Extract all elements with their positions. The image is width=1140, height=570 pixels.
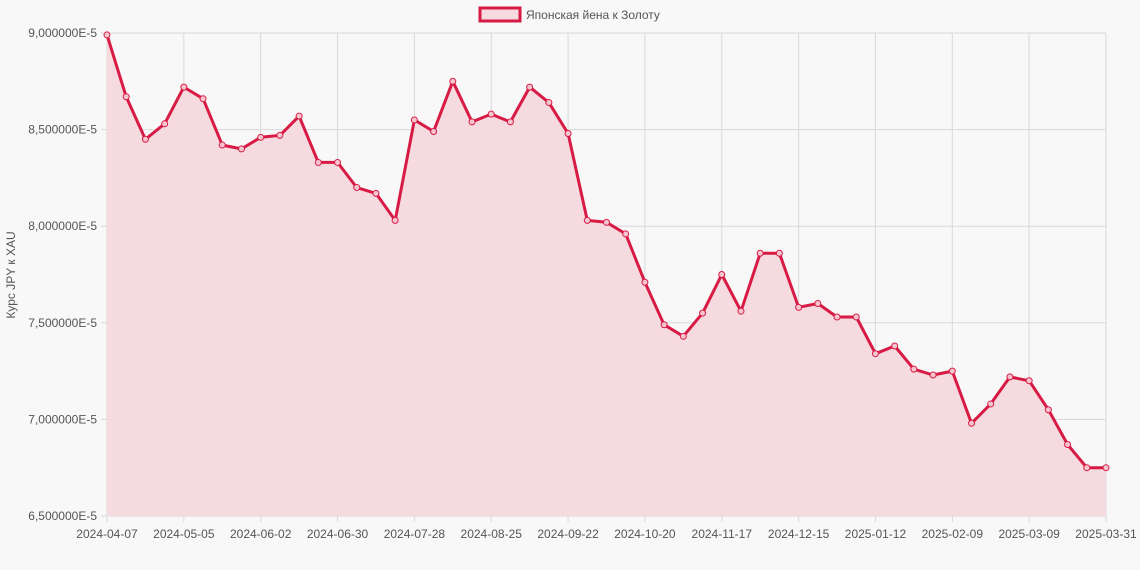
data-point [1083,464,1091,472]
data-point [122,93,130,101]
data-point [910,365,918,373]
data-point [871,350,879,358]
y-axis-ticks: 6,500000E-5 7,000000E-5 7,500000E-5 8,00000… [28,26,97,523]
x-tick-label: 2024-04-07 [76,527,138,541]
data-point [506,118,514,126]
data-point [103,31,111,39]
data-point [852,313,860,321]
x-tick-label: 2024-10-20 [614,527,676,541]
x-tick-label: 2024-05-05 [153,527,215,541]
data-point [449,77,457,85]
x-tick-label: 2024-12-15 [768,527,830,541]
data-point [1064,441,1072,449]
data-point [564,129,572,137]
data-point [180,83,188,91]
data-point [833,313,841,321]
x-tick-label: 2024-06-30 [307,527,369,541]
data-point [276,131,284,139]
data-point [430,128,438,136]
data-point [948,367,956,375]
data-point [775,249,783,257]
data-point [641,278,649,286]
data-point [699,309,707,317]
y-tick-label: 8,500000E-5 [28,123,97,137]
data-point [334,158,342,166]
data-point [1044,406,1052,414]
data-point [237,145,245,153]
data-point [583,216,591,224]
data-point [891,342,899,350]
data-point [603,218,610,226]
data-point [660,321,668,329]
x-tick-label: 2025-03-31 [1075,527,1137,541]
data-point [814,299,822,307]
data-point [391,216,399,224]
data-point [929,371,937,379]
x-tick-label: 2024-07-28 [384,527,446,541]
y-tick-label: 7,000000E-5 [28,412,97,426]
data-point [737,307,745,315]
data-points [103,31,1110,472]
data-point [487,110,495,118]
data-point [218,141,226,149]
data-point [756,249,764,257]
data-point [1025,377,1033,385]
x-tick-label: 2025-02-09 [922,527,984,541]
legend-item[interactable]: Японская йена к Золоту [478,6,660,23]
data-point [257,133,265,141]
data-point [968,419,976,427]
y-tick-label: 7,500000E-5 [28,316,97,330]
series-area-fill [107,34,1106,517]
legend-swatch [478,6,522,23]
x-tick-label: 2025-01-12 [845,527,907,541]
x-tick-label: 2025-03-09 [998,527,1060,541]
x-tick-label: 2024-06-02 [230,527,292,541]
data-point [718,271,726,278]
data-point [622,230,630,238]
data-point [468,118,476,126]
data-point [410,116,418,124]
y-axis-label: Курс JPY к XAU [4,231,18,318]
y-tick-label: 6,500000E-5 [28,509,97,523]
legend-label: Японская йена к Золоту [526,8,660,22]
x-tick-label: 2024-09-22 [537,527,599,541]
data-point [795,303,803,311]
data-point [545,99,553,107]
x-tick-label: 2024-11-17 [692,527,753,541]
y-tick-label: 8,000000E-5 [28,219,97,233]
data-point [199,95,207,103]
data-point [314,158,322,166]
data-point [141,135,149,143]
data-point [295,112,303,120]
data-point [987,400,995,408]
data-point [526,83,534,91]
data-point [161,120,169,128]
x-axis-ticks: 2024-04-07 2024-05-05 2024-06-02 2024-06-30… [76,527,1137,541]
data-point [353,184,361,192]
data-point [372,189,380,197]
data-point [1006,373,1014,381]
data-point [679,332,687,340]
y-tick-label: 9,000000E-5 [28,26,97,40]
data-point [1102,464,1110,472]
x-tick-label: 2024-08-25 [461,527,523,541]
